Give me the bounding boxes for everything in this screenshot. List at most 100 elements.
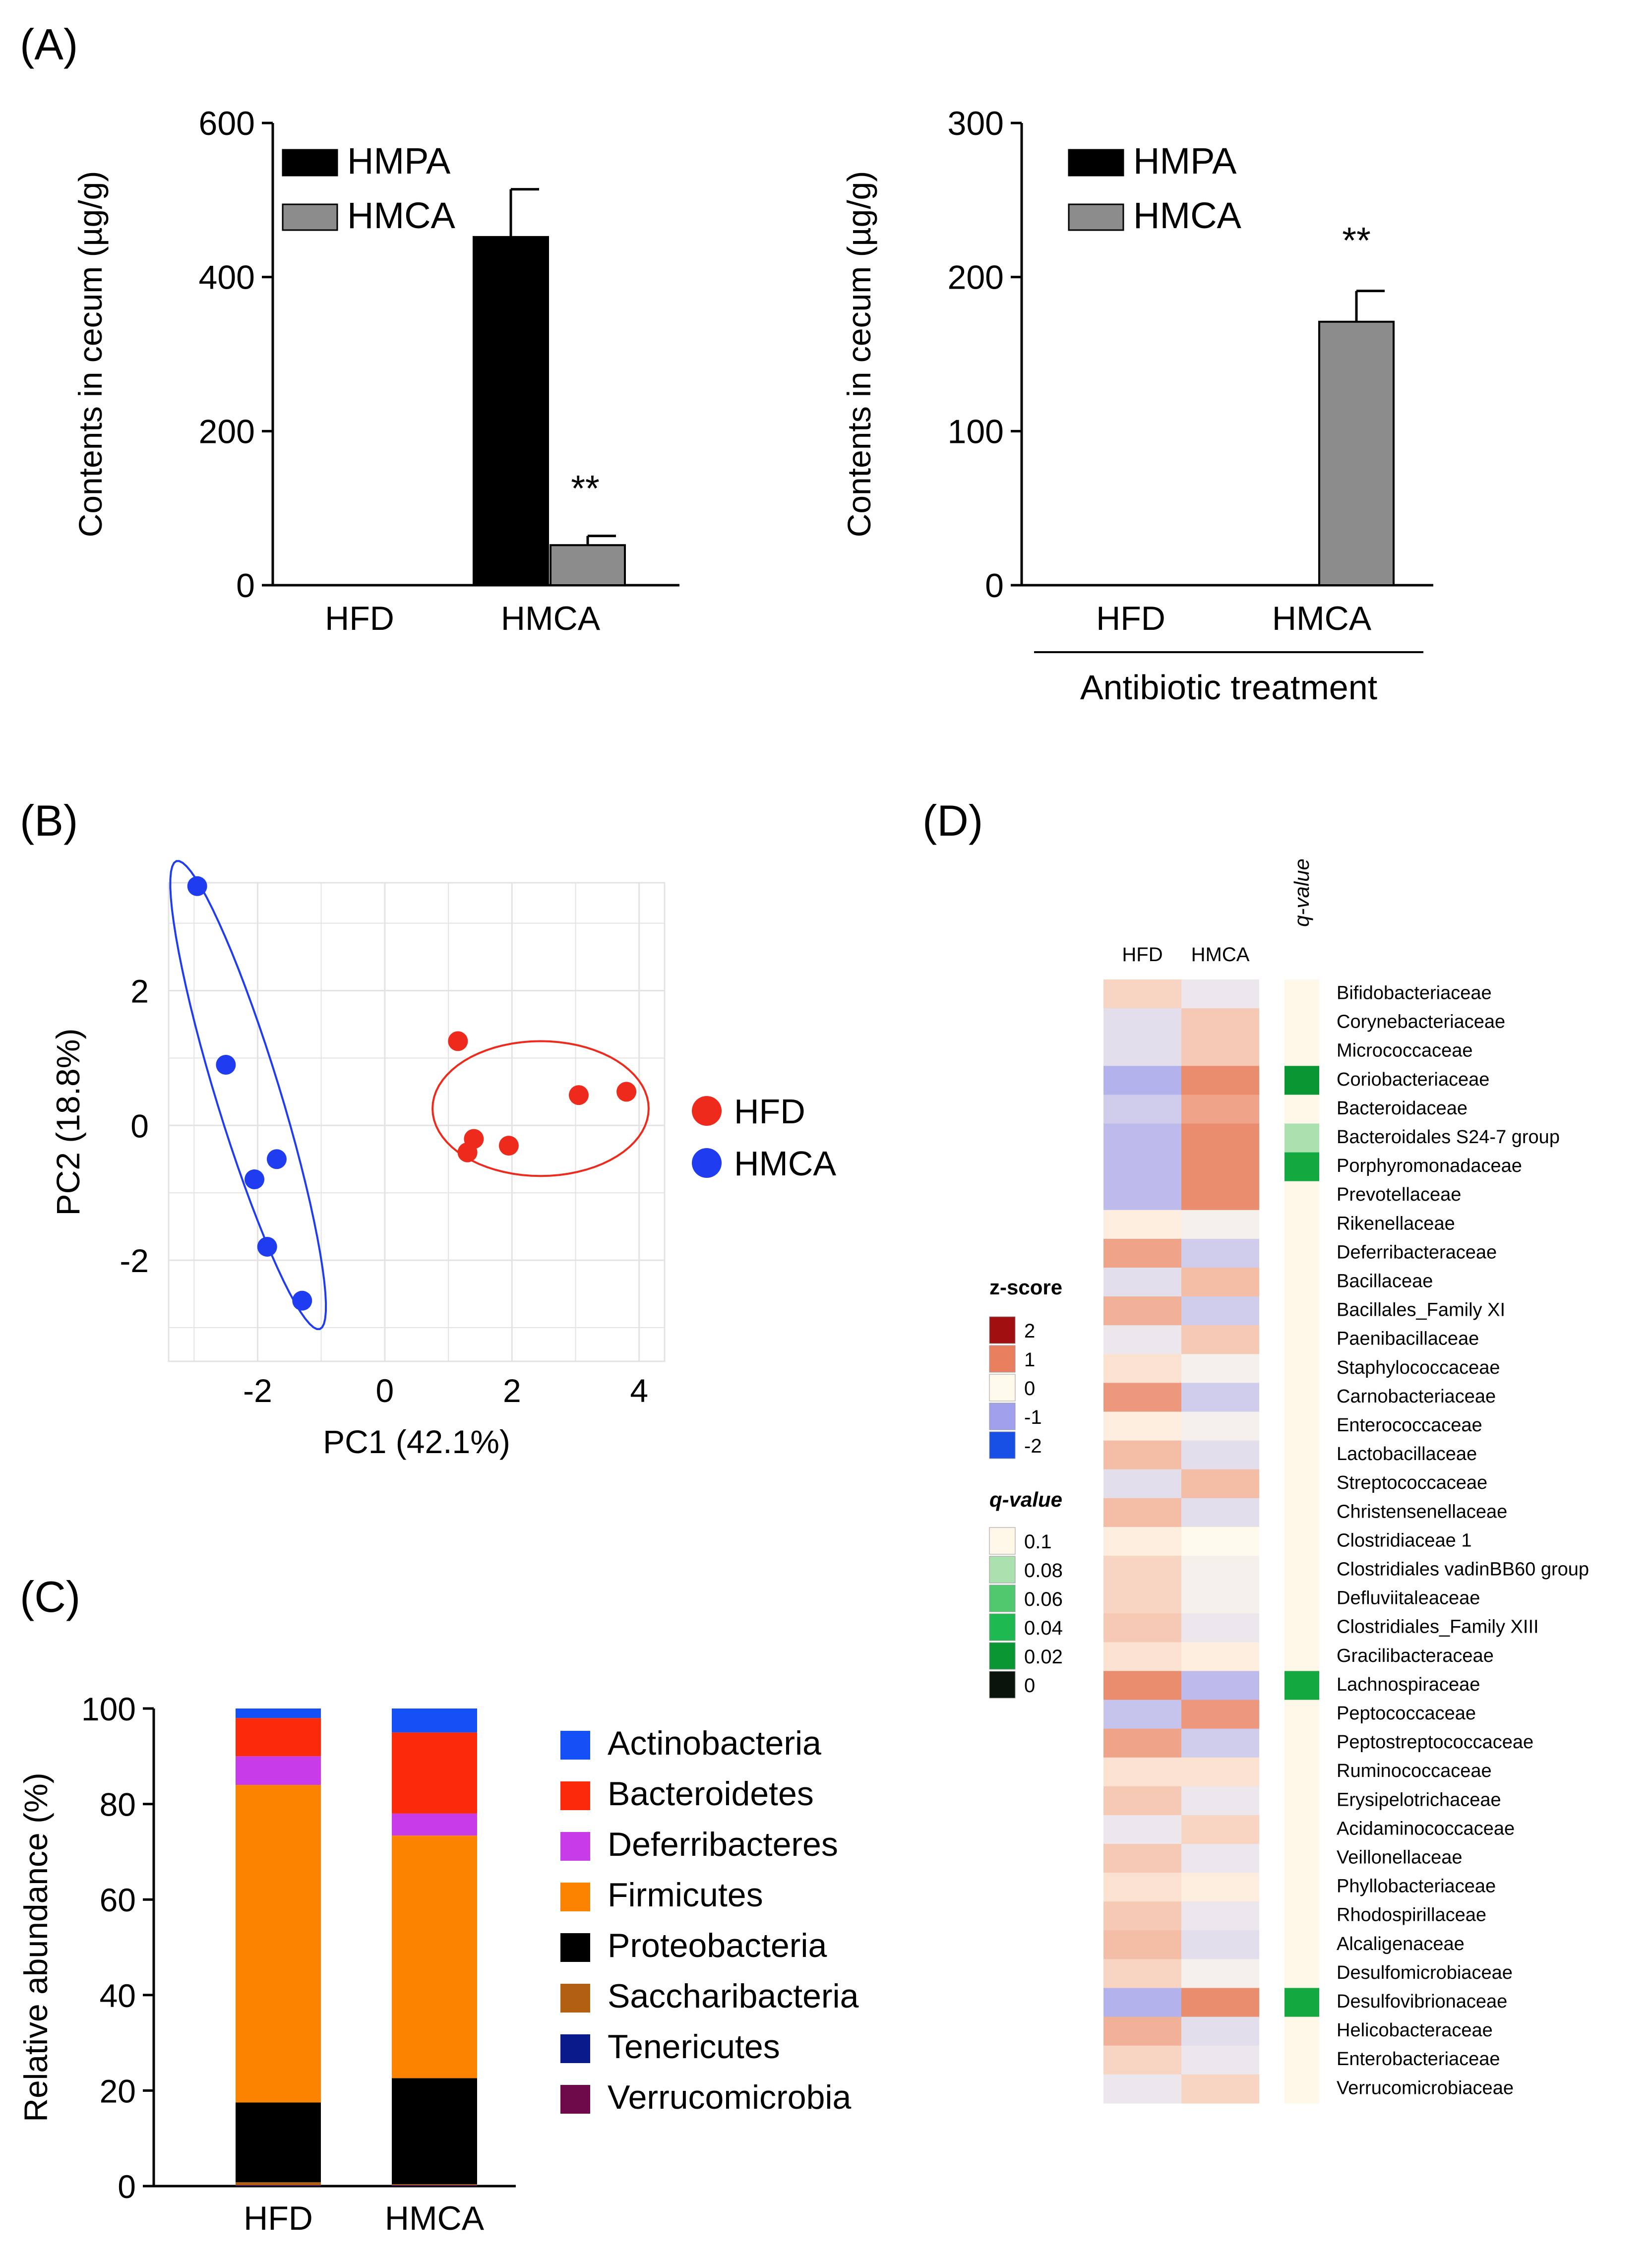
x-category-label: HFD (244, 2199, 313, 2237)
x-category-label: HMCA (501, 600, 601, 637)
heatmap-cell (1103, 1873, 1181, 1902)
qvalue-cell (1285, 1700, 1319, 1729)
heatmap-cell (1103, 1239, 1181, 1268)
qvalue-cell (1285, 1095, 1319, 1124)
heatmap-row-label: Coriobacteriaceae (1337, 1069, 1489, 1090)
qvalue-legend-swatch (989, 1527, 1015, 1554)
heatmap-row-label: Enterobacteriaceae (1337, 2049, 1500, 2070)
heatmap-column-label: HFD (1122, 944, 1163, 966)
heatmap-cell (1181, 1729, 1259, 1758)
heatmap-cell (1181, 2046, 1259, 2075)
stacked-segment-bacteroidetes (392, 1732, 477, 1814)
scatter-point-hfd (616, 1082, 636, 1101)
heatmap-cell (1103, 1469, 1181, 1499)
heatmap-cell (1103, 1354, 1181, 1383)
qvalue-cell (1285, 1268, 1319, 1297)
qvalue-legend-label: 0.1 (1024, 1531, 1052, 1553)
y-tick-label: 400 (199, 259, 255, 297)
heatmap-row-label: Peptococcaceae (1337, 1703, 1476, 1724)
qvalue-legend-swatch (989, 1556, 1015, 1583)
heatmap-row-label: Rikenellaceae (1337, 1213, 1455, 1234)
legend-swatch-proteobacteria (560, 1933, 590, 1962)
legend-label-proteobacteria: Proteobacteria (608, 1927, 827, 1964)
legend-label-hmpa: HMPA (347, 140, 451, 182)
zscore-legend-label: 0 (1024, 1378, 1035, 1400)
scatter-point-hfd (458, 1143, 478, 1162)
y-tick-label: 0 (130, 1107, 149, 1144)
legend-label-hmca: HMCA (734, 1144, 836, 1183)
heatmap-cell (1181, 979, 1259, 1009)
heatmap-cell (1181, 1095, 1259, 1124)
heatmap-cell (1181, 1153, 1259, 1182)
heatmap-cell (1103, 1527, 1181, 1556)
qvalue-cell (1285, 1671, 1319, 1700)
legend-swatch-hmpa (283, 150, 337, 176)
heatmap-cell (1181, 1671, 1259, 1700)
heatmap-cell (1181, 1959, 1259, 1988)
legend-label-bacteroidetes: Bacteroidetes (608, 1775, 814, 1813)
legend-swatch-hmpa (1069, 150, 1123, 176)
y-axis-label: Contents in cecum (µg/g) (72, 171, 109, 538)
qvalue-cell (1285, 1469, 1319, 1499)
zscore-legend-label: -1 (1024, 1406, 1042, 1428)
qvalue-legend-label: 0.04 (1024, 1617, 1063, 1639)
y-tick-label: 300 (948, 105, 1004, 142)
qvalue-cell (1285, 2017, 1319, 2046)
heatmap-cell (1181, 1901, 1259, 1931)
y-tick-label: 600 (199, 105, 255, 142)
qvalue-cell (1285, 1844, 1319, 1873)
qvalue-cell (1285, 1181, 1319, 1211)
legend-label-hmpa: HMPA (1133, 140, 1237, 182)
heatmap-cell (1103, 1498, 1181, 1527)
legend-label-firmicutes: Firmicutes (608, 1876, 763, 1914)
qvalue-cell (1285, 1153, 1319, 1182)
heatmap-cell (1181, 1441, 1259, 1470)
zscore-legend-swatch (989, 1374, 1015, 1401)
heatmap-row-label: Gracilibacteraceae (1337, 1646, 1494, 1666)
heatmap-cell (1103, 1441, 1181, 1470)
heatmap-row-label: Ruminococcaceae (1337, 1761, 1492, 1781)
legend-swatch-saccharibacteria (560, 1984, 590, 2013)
chart-a1-cecum-contents: 0 200 400 600 Contents in cecum (µg/g) HFD HMC… (72, 105, 679, 637)
heatmap-cell (1181, 1469, 1259, 1499)
significance-marker: ** (571, 468, 600, 509)
heatmap-cell (1103, 1383, 1181, 1412)
qvalue-cell (1285, 1066, 1319, 1095)
stacked-segment-tenericutes (392, 2185, 477, 2186)
heatmap-cell (1181, 1642, 1259, 1671)
legend-swatch-bacteroidetes (560, 1781, 590, 1810)
heatmap-cell (1103, 1268, 1181, 1297)
stacked-segment-proteobacteria (392, 2078, 477, 2184)
qvalue-legend-swatch (989, 1585, 1015, 1612)
scatter-point-hfd (569, 1085, 589, 1105)
heatmap-row-label: Erysipelotrichaceae (1337, 1789, 1501, 1810)
stacked-segment-bacteroidetes (236, 1718, 321, 1756)
significance-marker: ** (1342, 220, 1371, 261)
qvalue-cell (1285, 1988, 1319, 2017)
heatmap-cell (1103, 2017, 1181, 2046)
x-category-label: HMCA (385, 2199, 485, 2237)
heatmap-cell (1103, 1008, 1181, 1037)
qvalue-cell (1285, 1239, 1319, 1268)
heatmap-cell (1103, 1700, 1181, 1729)
heatmap-cell (1181, 1844, 1259, 1873)
heatmap-cell (1181, 1124, 1259, 1153)
heatmap-cell (1181, 1815, 1259, 1844)
heatmap-row-label: Prevotellaceae (1337, 1184, 1461, 1205)
stacked-segment-firmicutes (236, 1785, 321, 2102)
heatmap-row-label: Rhodospirillaceae (1337, 1905, 1486, 1926)
group-label: Antibiotic treatment (1080, 668, 1377, 707)
zscore-legend-swatch (989, 1403, 1015, 1430)
heatmap-row-label: Bacteroidales S24-7 group (1337, 1127, 1560, 1148)
plot-panel (169, 883, 665, 1361)
qvalue-legend-label: 0.02 (1024, 1646, 1063, 1668)
heatmap-cell (1181, 1873, 1259, 1902)
heatmap-row-label: Alcaligenaceae (1337, 1934, 1465, 1954)
panel-label-a: (A) (20, 20, 78, 69)
heatmap-cell (1181, 1988, 1259, 2017)
bar-hmca (1319, 322, 1394, 585)
qvalue-legend-label: 0.08 (1024, 1560, 1063, 1582)
x-category-label: HFD (1096, 600, 1165, 637)
heatmap-cell (1181, 1412, 1259, 1441)
heatmap-cell (1103, 1296, 1181, 1326)
